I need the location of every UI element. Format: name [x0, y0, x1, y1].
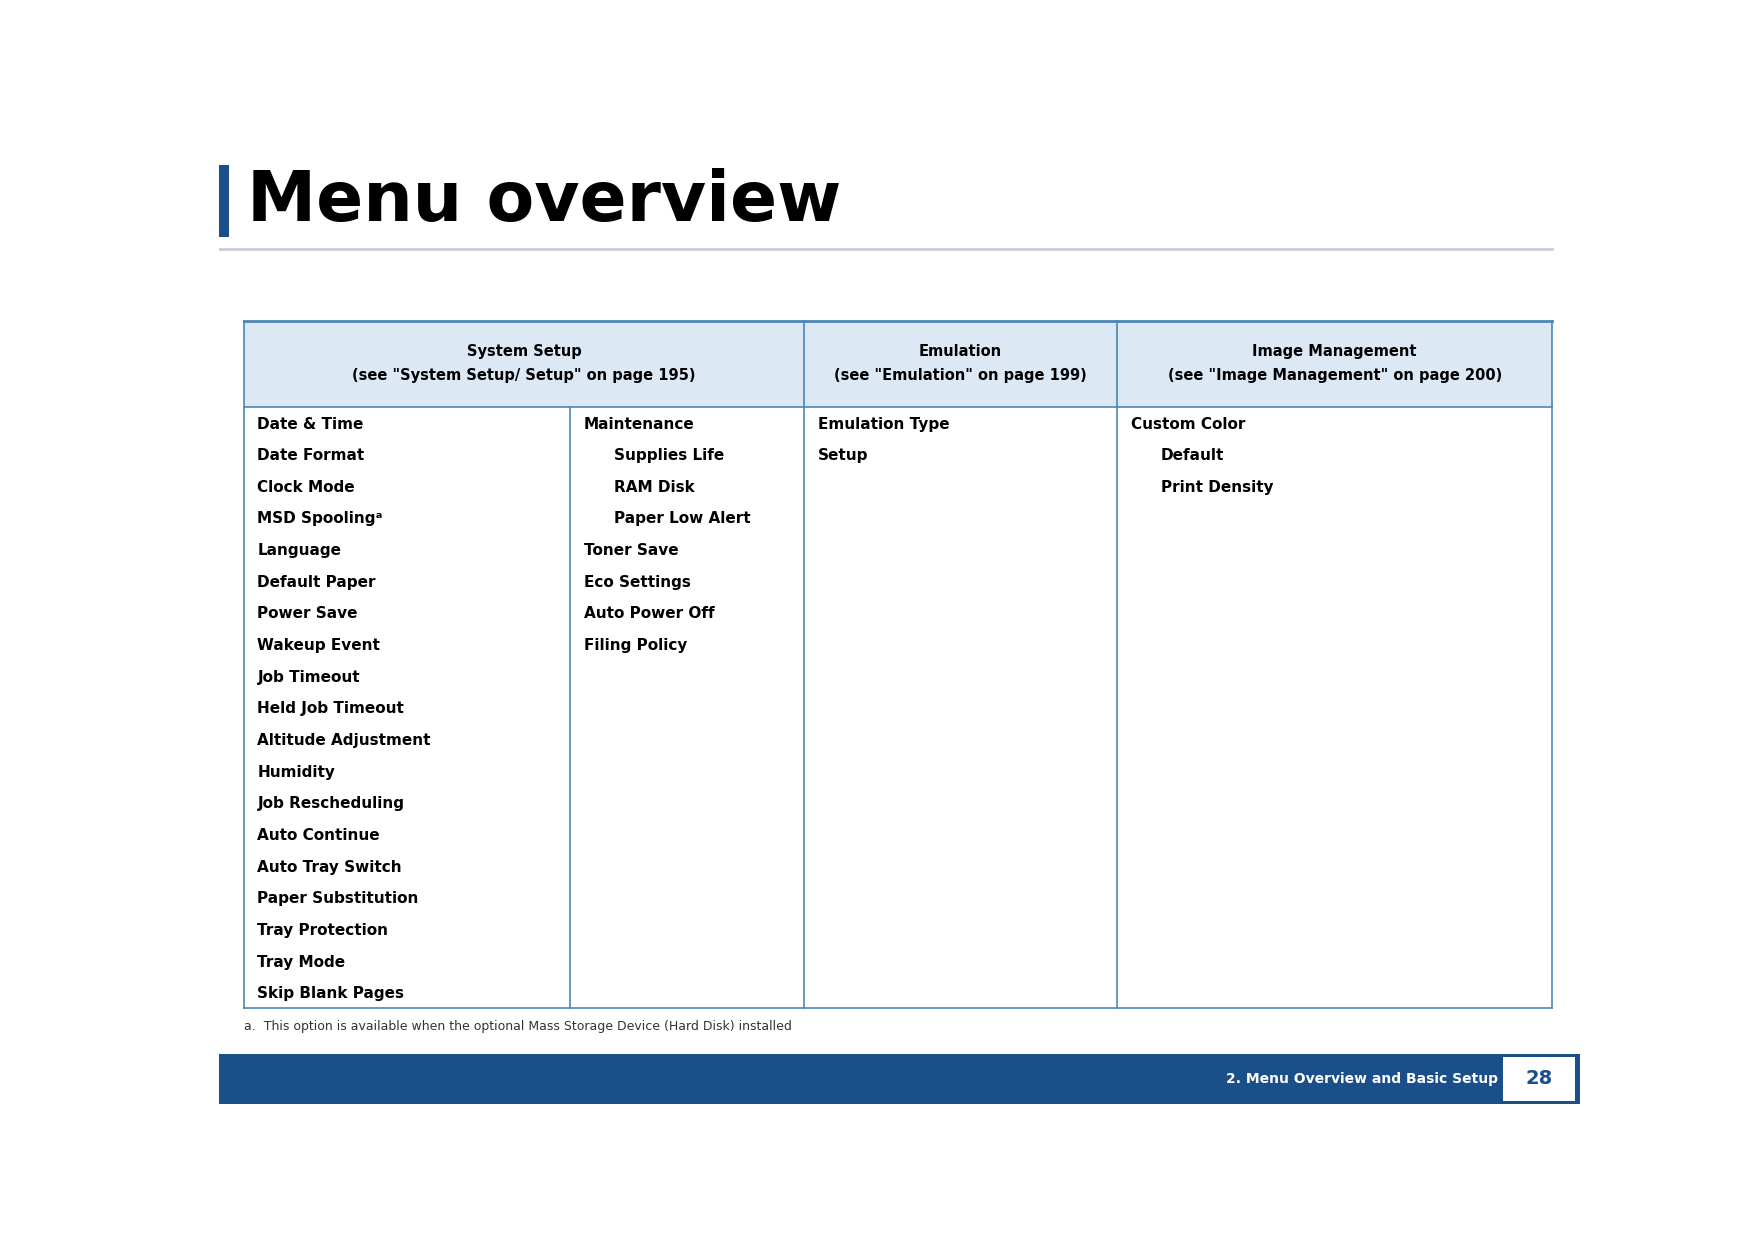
Text: Menu overview: Menu overview: [246, 167, 841, 234]
Text: System Setup
(see "System Setup/ Setup" on page 195): System Setup (see "System Setup/ Setup" …: [353, 345, 695, 383]
Text: Humidity: Humidity: [258, 765, 335, 780]
Text: Paper Substitution: Paper Substitution: [258, 892, 419, 906]
Text: a.  This option is available when the optional Mass Storage Device (Hard Disk) i: a. This option is available when the opt…: [244, 1019, 792, 1033]
Text: Job Timeout: Job Timeout: [258, 670, 360, 684]
Text: Wakeup Event: Wakeup Event: [258, 639, 381, 653]
Text: Emulation
(see "Emulation" on page 199): Emulation (see "Emulation" on page 199): [834, 345, 1086, 383]
Text: Altitude Adjustment: Altitude Adjustment: [258, 733, 432, 748]
Text: Auto Continue: Auto Continue: [258, 828, 381, 843]
Text: Filing Policy: Filing Policy: [584, 639, 688, 653]
Text: Maintenance: Maintenance: [584, 417, 695, 432]
Text: Language: Language: [258, 543, 342, 558]
Text: Tray Mode: Tray Mode: [258, 955, 346, 970]
Text: Clock Mode: Clock Mode: [258, 480, 355, 495]
Text: Tray Protection: Tray Protection: [258, 923, 388, 937]
Text: Print Density: Print Density: [1160, 480, 1272, 495]
Text: Power Save: Power Save: [258, 606, 358, 621]
Text: Default Paper: Default Paper: [258, 575, 376, 590]
Text: Auto Power Off: Auto Power Off: [584, 606, 714, 621]
Bar: [219, 165, 228, 237]
Text: Toner Save: Toner Save: [584, 543, 679, 558]
Text: Paper Low Alert: Paper Low Alert: [614, 511, 751, 527]
Text: Held Job Timeout: Held Job Timeout: [258, 702, 404, 717]
Text: Custom Color: Custom Color: [1130, 417, 1244, 432]
Bar: [219, 1054, 1580, 1104]
Text: Date Format: Date Format: [258, 448, 365, 464]
Text: Eco Settings: Eco Settings: [584, 575, 691, 590]
Text: RAM Disk: RAM Disk: [614, 480, 695, 495]
Text: Setup: Setup: [818, 448, 869, 464]
Text: Job Rescheduling: Job Rescheduling: [258, 796, 404, 811]
Bar: [244, 321, 1551, 407]
Text: Supplies Life: Supplies Life: [614, 448, 725, 464]
Text: Default: Default: [1160, 448, 1223, 464]
Text: Image Management
(see "Image Management" on page 200): Image Management (see "Image Management"…: [1167, 345, 1502, 383]
Text: Auto Tray Switch: Auto Tray Switch: [258, 859, 402, 874]
Text: Skip Blank Pages: Skip Blank Pages: [258, 986, 404, 1002]
Bar: [244, 321, 1551, 1008]
Text: Emulation Type: Emulation Type: [818, 417, 949, 432]
Text: Date & Time: Date & Time: [258, 417, 363, 432]
Text: MSD Spoolingᵃ: MSD Spoolingᵃ: [258, 511, 383, 527]
Bar: [1504, 1056, 1576, 1101]
Text: 28: 28: [1525, 1069, 1553, 1089]
Text: 2. Menu Overview and Basic Setup: 2. Menu Overview and Basic Setup: [1227, 1071, 1497, 1086]
